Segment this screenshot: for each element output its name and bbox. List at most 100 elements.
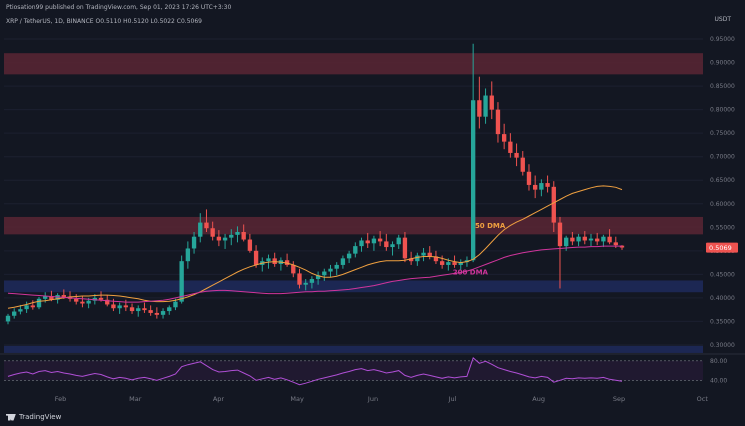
- last-price-label: 0.5069: [709, 244, 732, 252]
- time-axis-label: Jul: [448, 395, 457, 403]
- candle-body: [564, 237, 569, 247]
- candle-body: [501, 134, 507, 142]
- candle-body: [30, 305, 35, 308]
- candle-body: [154, 312, 160, 315]
- candle-body: [613, 242, 618, 246]
- price-axis-label: 0.60000: [710, 201, 735, 208]
- candle-body: [105, 299, 110, 305]
- candle-body: [284, 260, 290, 265]
- dma200-line: [7, 245, 622, 303]
- candle-body: [297, 273, 302, 285]
- candle-body: [160, 311, 166, 315]
- price-axis-label: 0.55000: [710, 224, 735, 231]
- tradingview-footer: TradingView: [6, 413, 61, 421]
- candle-body: [74, 298, 79, 302]
- price-axis-label: 0.65000: [710, 177, 735, 184]
- candle-body: [210, 228, 215, 237]
- candle-body: [470, 100, 476, 261]
- candle-body: [43, 296, 48, 299]
- candle-body: [136, 308, 141, 312]
- candle-body: [495, 109, 501, 135]
- candle-body: [415, 255, 420, 262]
- candle-body: [508, 141, 513, 153]
- candle-body: [191, 236, 197, 249]
- candle-body: [167, 307, 172, 312]
- candle-body: [359, 240, 364, 247]
- candle-body: [80, 301, 85, 304]
- candle-body: [334, 264, 339, 269]
- candle-body: [421, 252, 426, 256]
- time-axis-label: Oct: [697, 395, 709, 403]
- candle-body: [588, 238, 594, 241]
- candle-body: [179, 261, 184, 302]
- candle-body: [377, 238, 383, 242]
- candle-body: [253, 250, 259, 265]
- candle-body: [408, 258, 414, 262]
- candle-body: [204, 222, 209, 229]
- candle-body: [539, 183, 544, 190]
- candle-body: [582, 236, 587, 241]
- candle-body: [148, 310, 153, 313]
- candle-body: [111, 304, 116, 309]
- dma200-label: 200 DMA: [453, 268, 489, 276]
- candle-body: [595, 238, 600, 242]
- time-axis-label: Mar: [129, 395, 142, 403]
- candle-body: [340, 258, 346, 265]
- candle-body: [247, 239, 253, 251]
- candle-body: [49, 296, 54, 300]
- currency-label: USDT: [714, 16, 732, 23]
- candle-body: [291, 264, 296, 274]
- candle-body: [12, 311, 17, 316]
- candle-body: [384, 241, 389, 248]
- candle-body: [533, 184, 538, 190]
- rsi-axis-label: 40.00: [710, 377, 727, 384]
- candle-body: [371, 238, 377, 244]
- candle-body: [222, 237, 228, 241]
- candle-body: [601, 236, 606, 242]
- candle-body: [489, 95, 494, 110]
- candle-body: [24, 305, 29, 310]
- price-axis-label: 0.90000: [710, 60, 735, 67]
- candle-body: [5, 315, 11, 322]
- candle-body: [229, 234, 234, 238]
- price-axis-label: 0.95000: [710, 36, 735, 43]
- candle-body: [61, 295, 66, 297]
- candle-body: [303, 282, 308, 285]
- candle-body: [557, 222, 563, 247]
- candle-body: [439, 261, 445, 265]
- candle-body: [309, 279, 315, 283]
- candle-body: [452, 262, 457, 265]
- candle-body: [520, 157, 525, 172]
- candle-body: [570, 237, 575, 242]
- time-axis-label: May: [290, 395, 304, 403]
- tradingview-brand: TradingView: [19, 413, 62, 421]
- tradingview-logo-icon: [6, 413, 16, 421]
- candle-body: [98, 297, 104, 300]
- dma50-label: 50 DMA: [475, 222, 506, 230]
- price-axis-label: 0.85000: [710, 83, 735, 90]
- candle-body: [396, 237, 401, 245]
- candle-body: [142, 308, 147, 311]
- candle-body: [315, 275, 321, 280]
- candle-body: [402, 237, 408, 259]
- candle-body: [86, 300, 91, 304]
- time-axis-label: Aug: [532, 395, 545, 403]
- candle-body: [446, 262, 451, 265]
- candle-body: [216, 236, 222, 241]
- candle-body: [123, 305, 129, 308]
- candle-body: [427, 252, 432, 257]
- candle-body: [36, 298, 42, 308]
- price-axis-label: 0.35000: [710, 318, 735, 325]
- candle-body: [526, 171, 532, 185]
- price-axis-label: 0.40000: [710, 295, 735, 302]
- candle-body: [173, 301, 178, 308]
- candle-body: [551, 186, 556, 223]
- time-axis-label: Feb: [55, 395, 67, 403]
- price-axis-label: 0.80000: [710, 107, 735, 114]
- time-axis-label: Apr: [213, 395, 225, 403]
- candle-body: [92, 297, 97, 301]
- candle-body: [328, 268, 333, 272]
- candle-body: [353, 246, 358, 254]
- candle-body: [458, 262, 463, 265]
